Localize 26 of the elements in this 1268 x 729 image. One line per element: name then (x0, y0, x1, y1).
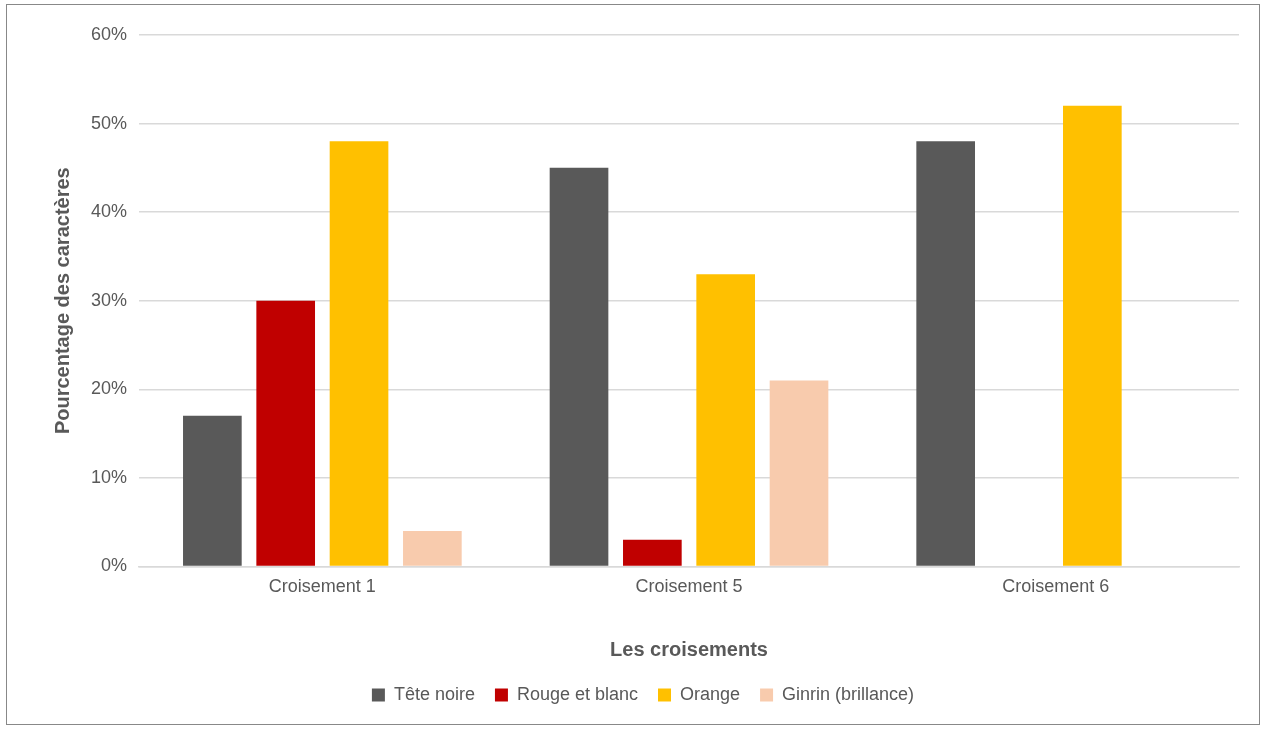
y-tick-label: 60% (91, 23, 128, 44)
legend-label: Ginrin (brillance) (782, 683, 915, 704)
bar (769, 380, 829, 566)
legend-label: Orange (680, 683, 741, 704)
y-tick-label: 40% (91, 201, 128, 222)
bar (1063, 105, 1122, 566)
bar (403, 530, 462, 566)
y-tick-label: 0% (101, 555, 128, 576)
bar (549, 167, 609, 566)
y-tick-label: 10% (91, 466, 128, 487)
y-tick-label: 30% (91, 289, 128, 310)
y-tick-label: 20% (91, 378, 128, 399)
y-tick-label: 50% (91, 112, 128, 133)
legend-label: Tête noire (393, 683, 475, 704)
bar (183, 415, 242, 566)
bar (696, 274, 756, 566)
y-axis-title: Pourcentage des caractères (50, 167, 73, 435)
x-tick-label: Croisement 5 (635, 576, 743, 597)
x-tick-label: Croisement 1 (268, 576, 376, 597)
x-axis-title: Les croisements (610, 637, 768, 660)
legend-label: Rouge et blanc (516, 683, 639, 704)
bar (256, 300, 316, 566)
x-tick-label: Croisement 6 (1002, 576, 1110, 597)
bar (329, 141, 389, 566)
bar (916, 141, 976, 566)
bar (623, 539, 682, 566)
